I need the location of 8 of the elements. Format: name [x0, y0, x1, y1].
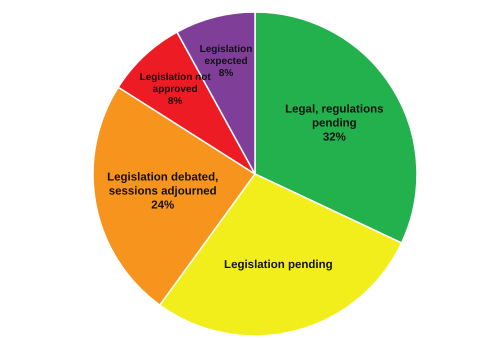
slice-label: Legislation pending — [224, 259, 333, 272]
data-label: 32% — [322, 132, 346, 144]
slice-label: Legislation debated, sessions adjourned — [107, 172, 218, 198]
slice-label: Legislation expected — [200, 44, 252, 67]
data-label: 24% — [151, 200, 174, 212]
slice-label: Legal, regulations pending — [285, 104, 384, 130]
data-label: 8% — [168, 95, 182, 106]
data-label: 8% — [218, 68, 234, 79]
